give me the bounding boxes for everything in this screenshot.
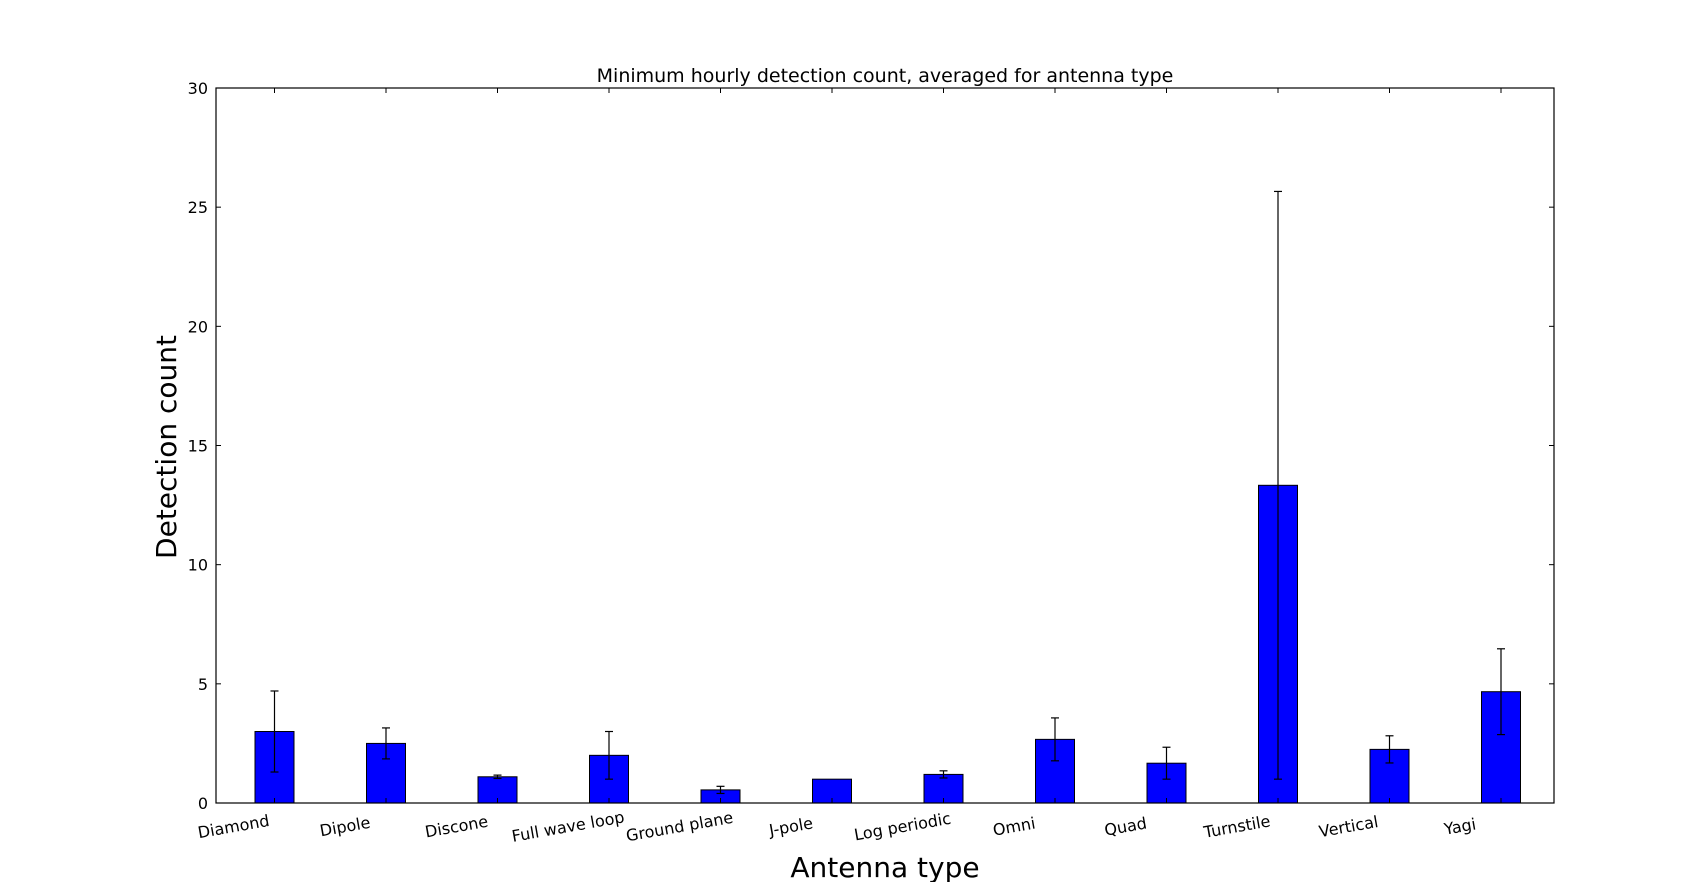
x-tick-label: Log periodic <box>853 809 953 845</box>
y-tick-label: 10 <box>188 556 208 575</box>
y-tick-label: 25 <box>188 198 208 217</box>
x-tick-label: Turnstile <box>1201 811 1272 842</box>
y-axis-title: Detection count <box>150 335 183 559</box>
x-axis-title: Antenna type <box>790 851 979 882</box>
x-tick-label: Yagi <box>1442 814 1478 838</box>
y-tick-label: 20 <box>188 317 208 336</box>
plot-frame <box>215 87 1555 804</box>
y-tick-labels: 0 5 10 15 20 25 30 <box>188 79 208 813</box>
y-tick-label: 15 <box>188 437 208 456</box>
errorbars-layer <box>270 190 1505 795</box>
x-tick-label: Dipole <box>318 813 372 841</box>
y-tick-label: 0 <box>198 794 208 813</box>
x-tick-labels: Diamond Dipole Discone Full wave loopGround… <box>196 807 1477 845</box>
plot-area <box>216 88 1554 803</box>
x-tick-label: Full wave loop <box>510 807 625 845</box>
x-tick-label: Quad <box>1103 814 1148 840</box>
x-tick-label: Vertical <box>1317 812 1379 841</box>
x-tick-label: J-pole <box>767 813 815 840</box>
x-tick-label: Omni <box>991 814 1036 840</box>
x-tick-label: Discone <box>424 812 490 842</box>
x-tick-label: Ground plane <box>625 808 735 846</box>
chart-title: Minimum hourly detection count, averaged… <box>597 65 1174 87</box>
y-tick-label: 30 <box>188 79 208 98</box>
x-tick-label: Diamond <box>196 811 270 842</box>
y-tick-label: 5 <box>198 675 208 694</box>
